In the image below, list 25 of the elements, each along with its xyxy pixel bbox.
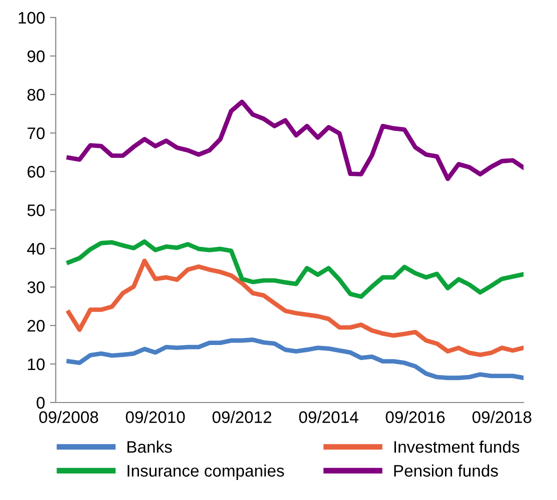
x-tick-label: 09/2010 bbox=[126, 410, 185, 424]
y-tick-label: 20 bbox=[28, 320, 45, 332]
y-tick-label: 40 bbox=[27, 242, 45, 255]
y-tick-label: 90 bbox=[28, 50, 45, 62]
y-tick-label: 60 bbox=[28, 166, 45, 178]
x-tick-label: 09/2008 bbox=[39, 410, 98, 424]
x-tick-label: 09/2012 bbox=[212, 410, 272, 424]
y-tick-label: 0 bbox=[36, 396, 45, 409]
legend-label: Pension funds bbox=[394, 464, 498, 477]
x-tick-label: 09/2016 bbox=[386, 410, 445, 424]
legend-label: Insurance companies bbox=[128, 464, 284, 480]
line-series bbox=[66, 258, 524, 357]
y-tick-label: 50 bbox=[27, 204, 45, 216]
y-tick-label: 70 bbox=[28, 127, 45, 140]
x-tick-label: 09/2014 bbox=[299, 410, 358, 424]
legend-label: Investment funds bbox=[394, 440, 520, 453]
y-tick-label: 80 bbox=[27, 88, 45, 101]
line-series bbox=[66, 239, 524, 299]
y-tick-label: 10 bbox=[28, 358, 45, 370]
y-tick-label: 100 bbox=[18, 12, 45, 24]
line-series bbox=[66, 100, 524, 182]
legend-label: Banks bbox=[128, 440, 172, 453]
y-tick-label: 30 bbox=[27, 281, 45, 294]
x-tick-label: 09/2018 bbox=[472, 410, 532, 424]
line-series bbox=[66, 338, 524, 380]
